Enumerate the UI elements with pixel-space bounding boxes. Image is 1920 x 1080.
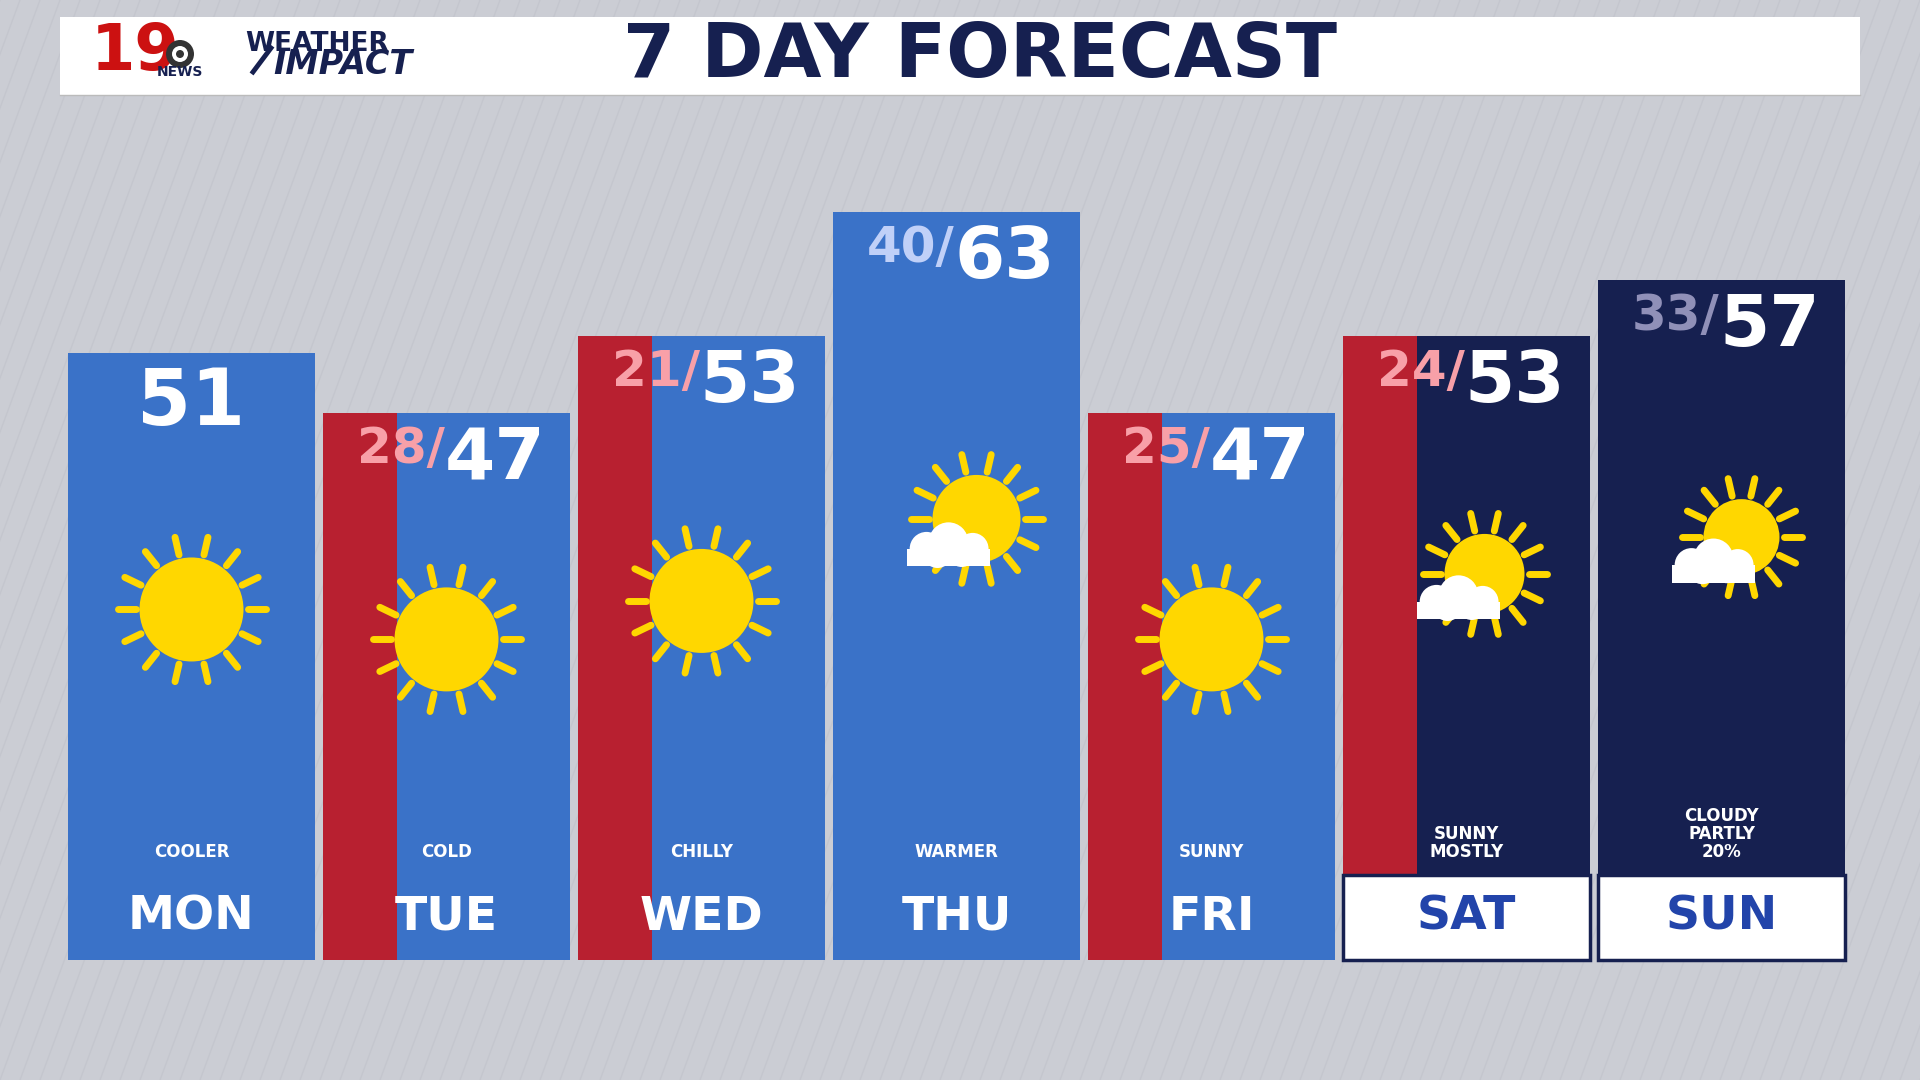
Circle shape [1703,499,1780,576]
Text: 28/: 28/ [357,424,445,473]
Text: NEWS: NEWS [157,65,204,79]
Text: 53: 53 [1465,348,1565,417]
FancyBboxPatch shape [1342,875,1590,960]
Circle shape [1444,534,1524,613]
Circle shape [924,538,952,568]
FancyBboxPatch shape [1597,281,1672,960]
Circle shape [394,588,499,691]
Circle shape [1419,585,1453,619]
FancyBboxPatch shape [833,212,906,960]
Text: MON: MON [129,895,255,940]
FancyBboxPatch shape [1597,875,1845,960]
Circle shape [1160,588,1263,691]
FancyBboxPatch shape [1672,565,1755,582]
Text: 21/: 21/ [611,348,699,396]
Circle shape [173,46,188,62]
Circle shape [1432,591,1463,621]
Circle shape [1438,576,1478,615]
FancyBboxPatch shape [1089,413,1162,960]
Text: 63: 63 [954,224,1056,293]
Text: WEATHER: WEATHER [246,31,388,57]
FancyBboxPatch shape [67,353,315,960]
Text: SUNNY: SUNNY [1179,843,1244,861]
Text: 24/: 24/ [1377,348,1465,396]
Text: COOLER: COOLER [154,843,228,861]
FancyBboxPatch shape [323,413,397,960]
Text: CHILLY: CHILLY [670,843,733,861]
FancyBboxPatch shape [60,17,1860,95]
Text: TUE: TUE [396,895,497,940]
Text: 40/: 40/ [866,224,954,272]
FancyBboxPatch shape [1417,602,1500,619]
Circle shape [140,557,244,661]
Text: CLOUDY: CLOUDY [1684,807,1759,825]
Text: COLD: COLD [420,843,472,861]
Circle shape [929,523,968,562]
Text: PARTLY: PARTLY [1688,825,1755,843]
Text: THU: THU [900,895,1012,940]
Circle shape [910,532,943,566]
Text: 47: 47 [1210,424,1309,494]
Text: 25/: 25/ [1121,424,1210,473]
Circle shape [1713,555,1741,583]
Text: MOSTLY: MOSTLY [1428,843,1503,861]
FancyBboxPatch shape [578,336,653,960]
Text: 7 DAY FORECAST: 7 DAY FORECAST [622,19,1336,93]
Text: SAT: SAT [1417,895,1517,940]
FancyBboxPatch shape [1342,336,1417,960]
Text: 51: 51 [138,365,246,441]
Text: 53: 53 [699,348,801,417]
FancyBboxPatch shape [397,413,570,960]
FancyBboxPatch shape [653,336,826,960]
Text: WARMER: WARMER [914,843,998,861]
Circle shape [948,539,975,567]
Circle shape [1467,585,1498,618]
FancyBboxPatch shape [1162,413,1334,960]
Circle shape [165,40,194,68]
Circle shape [956,532,989,565]
Text: 57: 57 [1720,293,1820,362]
Circle shape [1457,592,1486,620]
Circle shape [1688,554,1716,584]
Circle shape [933,475,1021,563]
Text: SUNNY: SUNNY [1434,825,1500,843]
Circle shape [1693,539,1734,578]
FancyBboxPatch shape [1672,281,1845,960]
Circle shape [649,549,753,653]
Circle shape [1674,549,1709,582]
Text: 19: 19 [90,21,179,83]
FancyBboxPatch shape [1417,336,1590,960]
Circle shape [1722,549,1753,581]
Text: FRI: FRI [1167,895,1256,940]
FancyBboxPatch shape [906,212,1079,960]
Circle shape [177,50,184,58]
Text: WED: WED [639,895,764,940]
Text: SUN: SUN [1665,895,1778,940]
Text: 33/: 33/ [1632,293,1720,340]
FancyBboxPatch shape [906,549,991,566]
Text: IMPACT: IMPACT [273,48,413,81]
Text: 47: 47 [445,424,545,494]
Text: 20%: 20% [1701,843,1741,861]
